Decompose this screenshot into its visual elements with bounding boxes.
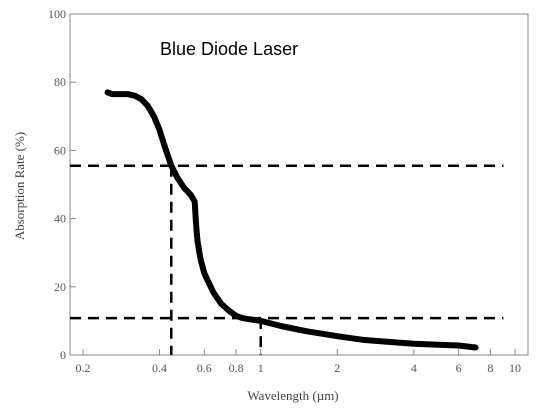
x-tick-label: 10 (509, 361, 521, 375)
y-tick-label: 60 (54, 143, 66, 157)
chart-title: Blue Diode Laser (160, 39, 298, 59)
y-tick-label: 0 (60, 348, 66, 362)
x-axis-ticks: 0.2 0.4 0.6 0.8 1 2 4 6 8 10 (75, 349, 521, 375)
x-tick-label: 2 (334, 361, 340, 375)
plot-border (69, 13, 529, 356)
y-axis-ticks: 0 20 40 60 80 100 (48, 7, 76, 362)
reference-lines (70, 164, 504, 355)
y-tick-label: 100 (48, 7, 66, 21)
y-tick-label: 20 (54, 280, 66, 294)
x-tick-label: 0.6 (197, 361, 212, 375)
y-axis-label: Absorption Rate (%) (12, 132, 27, 240)
x-tick-label: 4 (411, 361, 417, 375)
x-tick-label: 0.2 (75, 361, 90, 375)
x-tick-label: 1 (258, 361, 264, 375)
absorption-curve (104, 89, 479, 351)
series-layer (104, 89, 479, 351)
x-tick-label: 6 (456, 361, 462, 375)
x-axis-label: Wavelength (µm) (247, 388, 338, 403)
x-tick-label: 0.8 (229, 361, 244, 375)
plot-frame (69, 13, 529, 356)
x-tick-label: 8 (487, 361, 493, 375)
y-tick-label: 80 (54, 75, 66, 89)
x-tick-label: 0.4 (152, 361, 167, 375)
y-tick-label: 40 (54, 212, 66, 226)
